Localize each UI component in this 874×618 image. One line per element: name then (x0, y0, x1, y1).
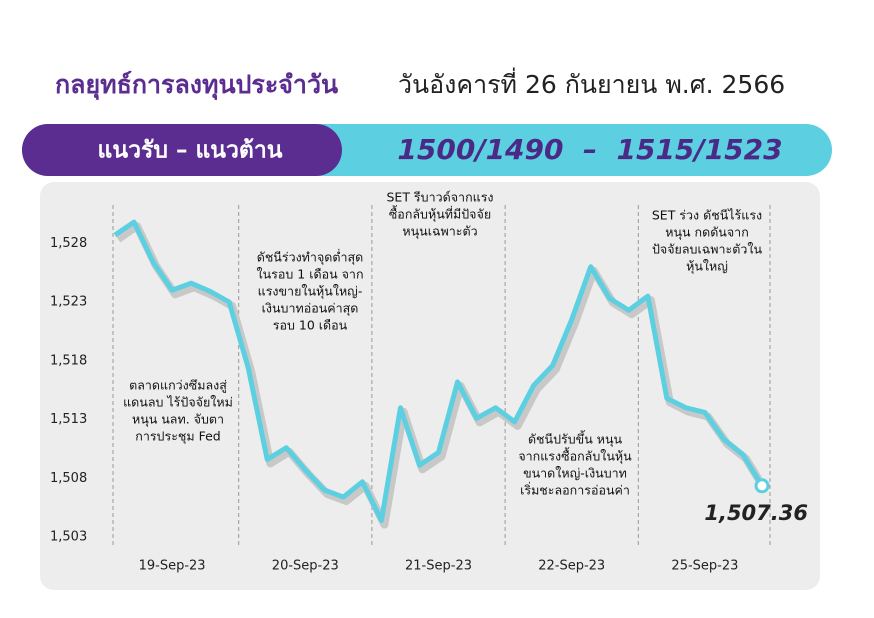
annotation: SET ร่วง ดัชนีไร้แรง (652, 208, 762, 223)
chart-panel (40, 182, 820, 590)
annotation: หนุน นลท. จับตา (132, 412, 224, 428)
y-tick-label: 1,513 (50, 412, 87, 427)
annotation: ตลาดแกว่งซึมลงสู่ (129, 378, 227, 394)
x-tick-label: 21-Sep-23 (405, 559, 472, 574)
x-tick-label: 25-Sep-23 (671, 559, 738, 574)
banner-label-bg (22, 124, 342, 176)
y-tick-label: 1,503 (50, 530, 87, 545)
annotation: ปัจจัยลบเฉพาะตัวใน (652, 242, 763, 257)
x-tick-label: 22-Sep-23 (538, 559, 605, 574)
line (113, 219, 765, 524)
date: วันอังคารที่ 26 กันยายน พ.ศ. 2566 (398, 67, 785, 99)
annotation: แรงขายในหุ้นใหญ่- (258, 284, 363, 300)
annotation: หุ้นใหญ่ (686, 259, 728, 275)
title: กลยุทธ์การลงทุนประจำวัน (55, 70, 338, 101)
annotation: ดัชนีร่วงทำจุดต่ำสุด (257, 249, 364, 266)
annotation: หนุน กดดันจาก (665, 225, 749, 241)
annotation: เริ่มชะลอการอ่อนค่า (520, 482, 630, 498)
end-point (754, 478, 770, 494)
banner-label: แนวรับ – แนวต้าน (98, 138, 283, 164)
x-tick-label: 20-Sep-23 (272, 559, 339, 574)
annotation: SET รีบาวด์จากแรง (386, 190, 493, 205)
banner-value: 1500/1490 – 1515/1523 (397, 133, 782, 166)
annotation: ซื้อกลับหุ้นที่มีปัจจัย (389, 205, 491, 223)
y-tick-label: 1,518 (50, 353, 87, 368)
y-tick-label: 1,508 (50, 471, 87, 486)
annotation: หนุนเฉพาะตัว (402, 224, 477, 240)
annotation: จากแรงซื้อกลับในหุ้น (518, 447, 632, 465)
annotation: รอบ 10 เดือน (273, 318, 348, 333)
annotation: ขนาดใหญ่-เงินบาท (523, 466, 627, 481)
annotation: เงินบาทอ่อนค่าสุด (262, 301, 359, 317)
annotation: ในรอบ 1 เดือน จาก (256, 267, 363, 282)
y-tick-label: 1,528 (50, 236, 87, 251)
y-tick-label: 1,523 (50, 295, 87, 310)
annotation: แดนลบ ไร้ปัจจัยใหม่ (123, 395, 233, 410)
value-label: 1,507.36 (704, 501, 808, 525)
x-tick-label: 19-Sep-23 (139, 559, 206, 574)
annotation: ดัชนีปรับขึ้น หนุน (528, 430, 623, 448)
annotation: การประชุม Fed (135, 429, 221, 445)
